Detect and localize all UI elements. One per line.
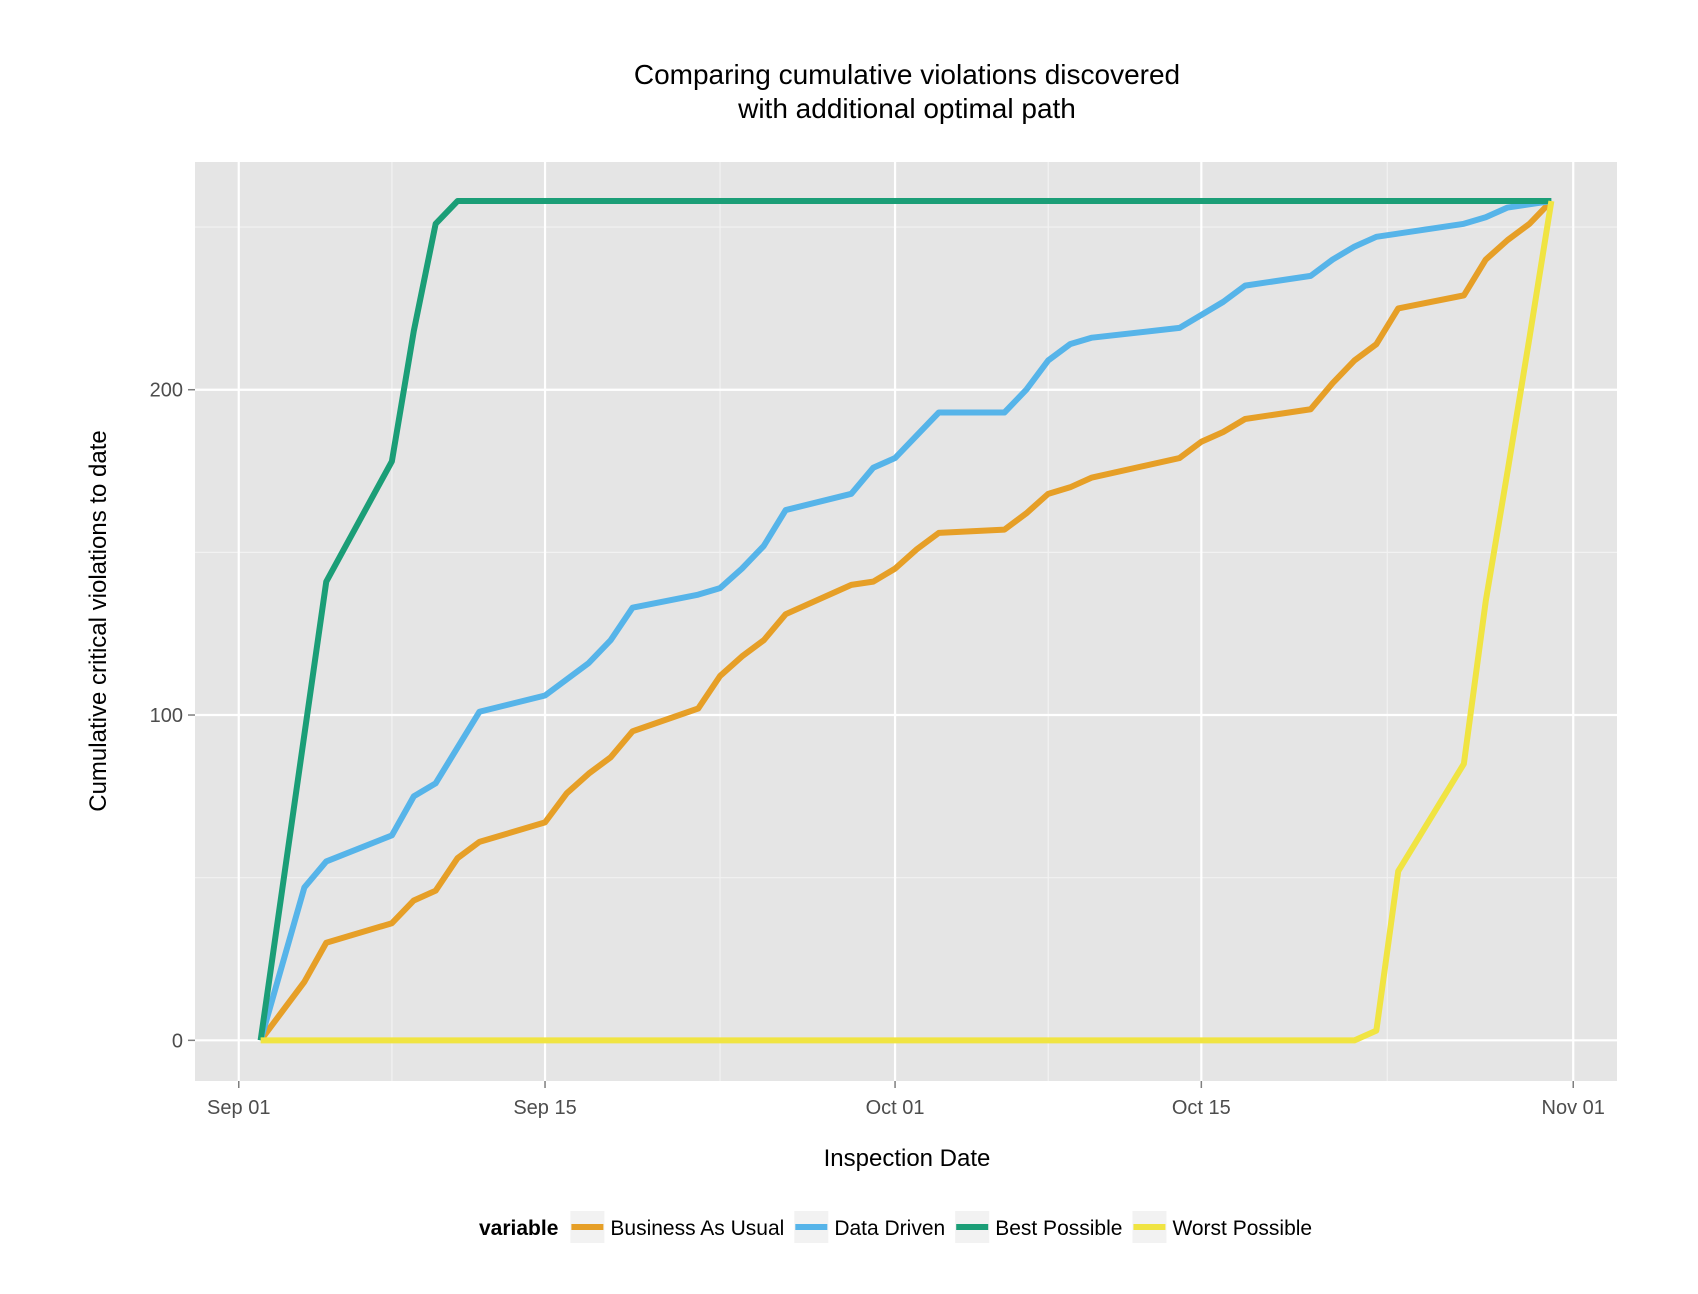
series-line-data-driven	[257, 198, 1552, 1042]
chart-subtitle: with additional optimal path	[737, 93, 1076, 124]
legend-label-business-as-usual: Business As Usual	[610, 1217, 784, 1240]
legend-title: variable	[479, 1217, 558, 1240]
legend-label-best-possible: Best Possible	[995, 1217, 1122, 1240]
x-tick-label: Sep 15	[513, 1097, 576, 1119]
x-tick-label: Nov 01	[1542, 1097, 1605, 1119]
y-tick-label: 100	[150, 705, 183, 727]
x-axis-title: Inspection Date	[824, 1145, 991, 1172]
chart-title: Comparing cumulative violations discover…	[634, 59, 1180, 90]
plot-panel	[195, 162, 1617, 1081]
y-axis-title: Cumulative critical violations to date	[85, 430, 112, 812]
y-tick-label: 0	[172, 1030, 183, 1052]
legend: variable Business As Usual Data Driven Bes…	[479, 1211, 1312, 1243]
series-line-best-possible	[257, 198, 1552, 1041]
legend-label-worst-possible: Worst Possible	[1172, 1217, 1312, 1240]
y-axis: 0 100 200	[150, 380, 195, 1052]
legend-label-data-driven: Data Driven	[834, 1217, 945, 1240]
x-tick-label: Oct 15	[1172, 1097, 1231, 1119]
series-line-business-as-usual	[258, 198, 1554, 1043]
series-line-worst-possible	[260, 200, 1555, 1044]
x-tick-label: Sep 01	[207, 1097, 270, 1119]
series-lines	[257, 198, 1555, 1044]
y-tick-label: 200	[150, 380, 183, 402]
x-axis: Sep 01 Sep 15 Oct 01 Oct 15 Nov 01	[207, 1081, 1605, 1119]
x-tick-label: Oct 01	[866, 1097, 925, 1119]
